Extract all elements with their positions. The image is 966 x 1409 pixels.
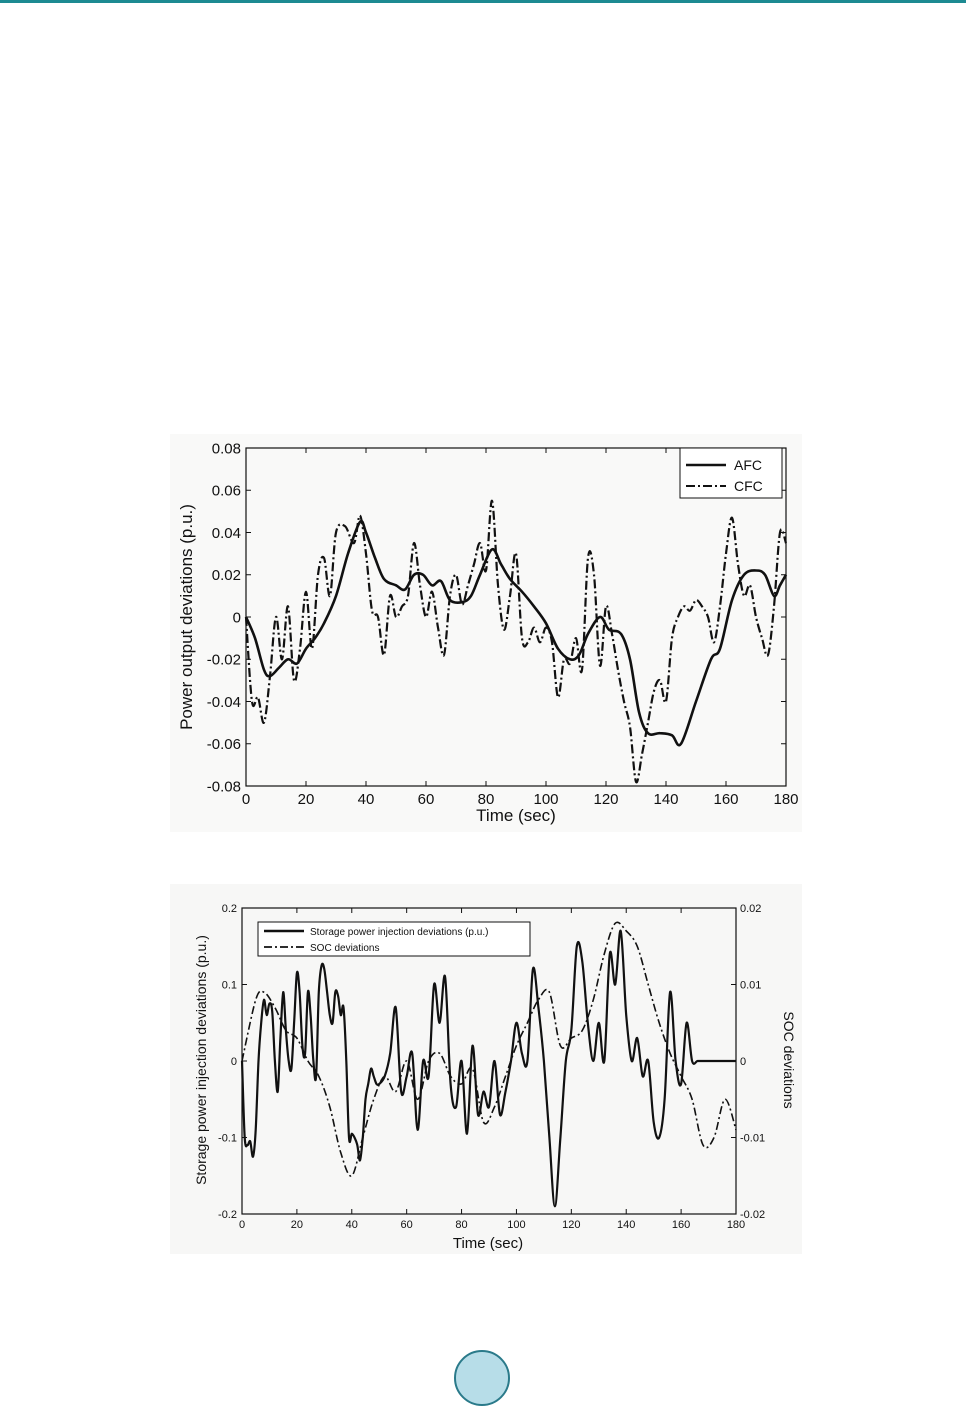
y-tick-label: 0.06 [212, 483, 241, 500]
series-line-storage-power-injection-deviations-p-u [240, 929, 736, 1208]
y-tick-label: -0.2 [218, 1209, 237, 1221]
series-line-cfc [244, 499, 788, 784]
y-tick-label: 0 [231, 1056, 237, 1068]
x-tick-label: 140 [653, 791, 678, 808]
x-tick-label: 100 [533, 791, 558, 808]
power-output-chart-svg: 0 20 40 60 80 100 120 140 160 180 -0.08 -0.06 -0.04 -… [177, 440, 799, 825]
x-tick-label: 160 [713, 791, 738, 808]
x-tick-label: 140 [617, 1219, 635, 1231]
x-tick-label: 0 [239, 1219, 245, 1231]
legend-label-cfc: CFC [734, 478, 763, 494]
y2-tick-label: -0.02 [740, 1209, 765, 1221]
y-axis-label: Storage power injection deviations (p.u.… [193, 935, 209, 1185]
x-tick-label: 180 [727, 1219, 745, 1231]
x-tick-label: 120 [593, 791, 618, 808]
storage-soc-chart: 0 20 40 60 80 100 120 140 160 180 -0.2 -0.1 0 0.1 0.2 -… [170, 884, 802, 1254]
y2-tick-label: 0.02 [740, 903, 761, 915]
y-tick-label: 0 [233, 609, 241, 626]
y2-axis-label: SOC deviations [781, 1011, 797, 1108]
legend-label-afc: AFC [734, 457, 762, 473]
legend: Storage power injection deviations (p.u.… [257, 921, 531, 957]
y-tick-label: -0.1 [218, 1132, 237, 1144]
y-tick-label: 0.04 [212, 525, 241, 542]
x-tick-label: 180 [773, 791, 798, 808]
x-tick-label: 60 [401, 1219, 413, 1231]
y-tick-label: 0.02 [212, 567, 241, 584]
y2-tick-label: -0.01 [740, 1132, 765, 1144]
x-tick-label: 20 [291, 1219, 303, 1231]
y2-tick-label: 0 [740, 1056, 746, 1068]
y-tick-label: 0.1 [222, 979, 237, 991]
x-tick-label: 80 [455, 1219, 467, 1231]
series-line-soc-deviations [241, 921, 737, 1177]
legend-label-soc: SOC deviations [310, 943, 379, 954]
header-rule [0, 0, 966, 3]
y-tick-label: -0.04 [207, 694, 241, 711]
y-tick-label: -0.02 [207, 652, 241, 669]
legend-label-storage: Storage power injection deviations (p.u.… [310, 927, 488, 938]
y-tick-label: 0.2 [222, 903, 237, 915]
x-tick-label: 100 [507, 1219, 525, 1231]
x-tick-label: 20 [298, 791, 315, 808]
x-axis-label: Time (sec) [453, 1235, 523, 1252]
y2-tick-label: 0.01 [740, 979, 761, 991]
x-tick-label: 60 [418, 791, 435, 808]
x-tick-label: 80 [478, 791, 495, 808]
y-tick-label: 0.08 [212, 440, 241, 457]
page-number-badge [454, 1350, 510, 1406]
legend: AFC CFC [679, 447, 783, 499]
y-axis-label: Power output deviations (p.u.) [177, 504, 196, 730]
x-tick-label: 120 [562, 1219, 580, 1231]
x-tick-label: 40 [346, 1219, 358, 1231]
x-tick-label: 40 [358, 791, 375, 808]
power-output-chart: 0 20 40 60 80 100 120 140 160 180 -0.08 -0.06 -0.04 -… [170, 434, 802, 832]
y-tick-label: -0.08 [207, 778, 241, 795]
x-tick-label: 160 [672, 1219, 690, 1231]
x-axis-label: Time (sec) [476, 806, 556, 825]
y-tick-label: -0.06 [207, 736, 241, 753]
x-tick-label: 0 [242, 791, 250, 808]
series-line-afc [244, 519, 788, 747]
storage-soc-chart-svg: 0 20 40 60 80 100 120 140 160 180 -0.2 -0.1 0 0.1 0.2 -… [193, 903, 797, 1252]
